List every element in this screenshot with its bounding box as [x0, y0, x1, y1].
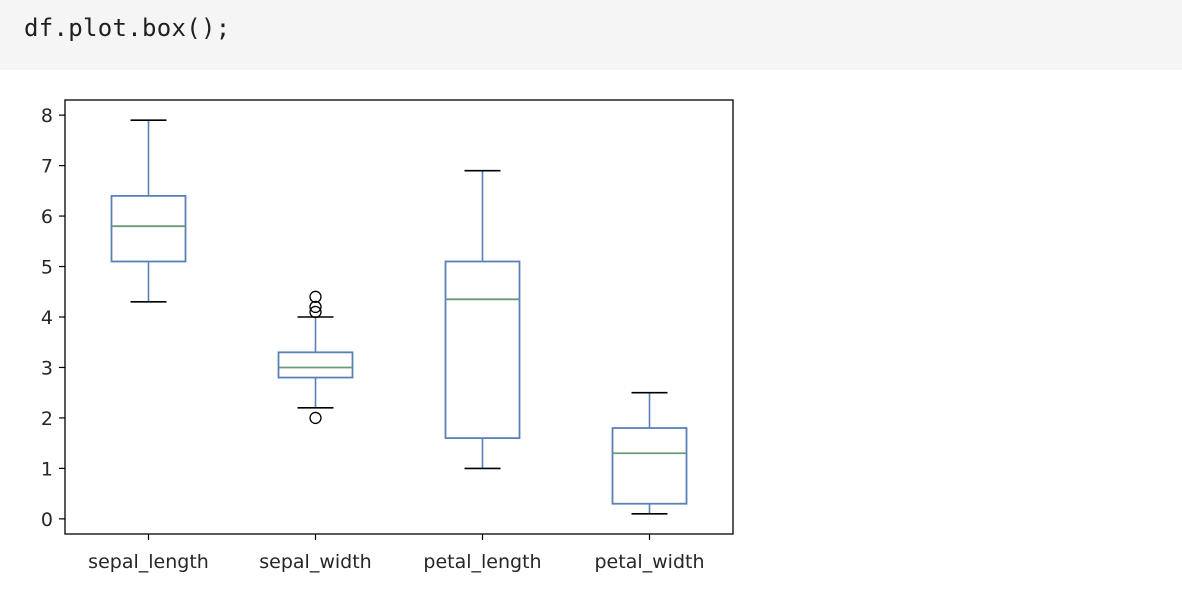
y-tick-label: 3 [41, 357, 53, 379]
y-tick-label: 6 [41, 206, 53, 228]
y-tick-label: 4 [41, 307, 53, 329]
box-iqr [110, 194, 187, 263]
boxes-layer [110, 119, 688, 515]
box-iqr [277, 351, 354, 379]
box-group-petal_width [611, 391, 688, 515]
y-tick-label: 0 [41, 509, 53, 531]
x-tick-label: petal_width [595, 551, 705, 573]
box-plot-chart: 0 1 2 3 4 5 6 7 8 sepal_length sepal_width petal_l… [41, 99, 734, 573]
box-group-sepal_width [277, 290, 354, 425]
x-tick-label: petal_length [423, 551, 541, 573]
outlier-point [309, 300, 322, 314]
outlier-point [309, 305, 322, 319]
outlier-point [309, 290, 322, 303]
box-iqr [611, 427, 688, 505]
box-group-sepal_length [110, 119, 187, 303]
box-group-petal_length [444, 169, 521, 470]
x-axis: sepal_length sepal_width petal_length petal… [88, 534, 705, 573]
x-tick-label: sepal_width [259, 551, 371, 573]
plot-area-frame [64, 99, 734, 535]
box-iqr [444, 260, 521, 440]
y-tick-label: 1 [41, 458, 53, 480]
y-axis: 0 1 2 3 4 5 6 7 8 [41, 105, 65, 531]
y-tick-label: 2 [41, 408, 53, 430]
y-tick-label: 5 [41, 257, 53, 279]
code-source[interactable]: df.plot.box(); [24, 14, 231, 42]
code-cell[interactable]: df.plot.box(); [0, 0, 1182, 70]
y-tick-label: 8 [41, 105, 53, 127]
x-tick-label: sepal_length [88, 551, 209, 573]
plot-output: 0 1 2 3 4 5 6 7 8 sepal_length sepal_width petal_l… [0, 70, 1182, 606]
y-tick-label: 7 [41, 156, 53, 178]
outlier-point [309, 411, 322, 425]
